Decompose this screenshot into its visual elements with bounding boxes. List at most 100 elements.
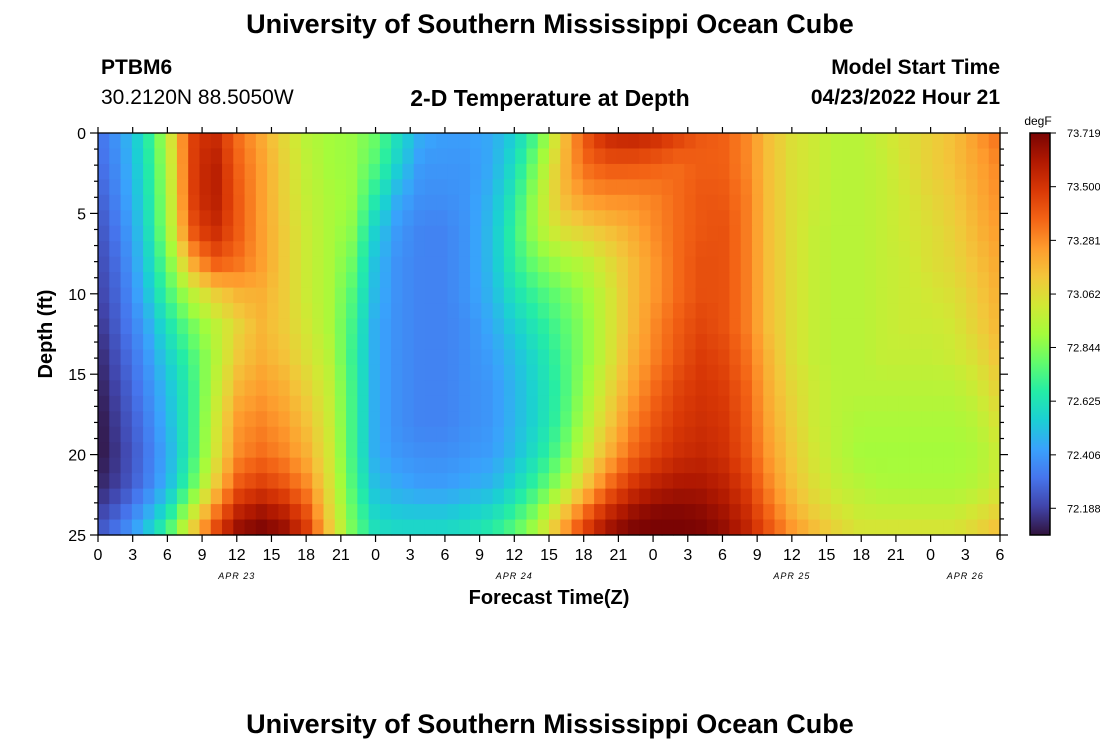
heatmap-cell [154, 148, 167, 165]
heatmap-cell [222, 519, 234, 536]
heatmap-cell [751, 163, 764, 180]
heatmap-cell [244, 241, 257, 258]
heatmap-cell [413, 473, 426, 490]
heatmap-cell [932, 179, 945, 196]
heatmap-cell [424, 426, 437, 443]
heatmap-cell [222, 194, 234, 211]
heatmap-cell [289, 163, 302, 180]
heatmap-cell [98, 442, 110, 459]
heatmap-cell [368, 272, 381, 289]
heatmap-cell [98, 163, 110, 180]
heatmap-cell [526, 287, 539, 304]
heatmap-cell [447, 349, 460, 366]
heatmap-cell [436, 473, 449, 490]
heatmap-cell [695, 334, 708, 351]
heatmap-cell [176, 380, 189, 397]
heatmap-cell [751, 318, 764, 335]
heatmap-cell [323, 210, 336, 227]
heatmap-cell [222, 318, 234, 335]
heatmap-cell [763, 163, 776, 180]
heatmap-cell [98, 148, 110, 165]
heatmap-cell [323, 241, 336, 258]
heatmap-cell [143, 256, 155, 273]
heatmap-cell [154, 380, 167, 397]
heatmap-cell [289, 225, 302, 242]
heatmap-cell [176, 349, 189, 366]
heatmap-cell [458, 349, 471, 366]
heatmap-cell [334, 210, 347, 227]
heatmap-cell [413, 349, 426, 366]
heatmap-cell [289, 426, 302, 443]
heatmap-cell [346, 256, 358, 273]
heatmap-cell [289, 148, 302, 165]
heatmap-cell [695, 473, 708, 490]
heatmap-cell [503, 426, 516, 443]
heatmap-cell [898, 380, 911, 397]
heatmap-cell [346, 225, 358, 242]
heatmap-cell [233, 303, 246, 320]
heatmap-cell [537, 256, 550, 273]
heatmap-cell [740, 349, 753, 366]
heatmap-cell [458, 272, 471, 289]
heatmap-cell [571, 256, 584, 273]
heatmap-cell [977, 364, 990, 381]
heatmap-cell [278, 148, 291, 165]
heatmap-cell [368, 411, 381, 428]
heatmap-cell [718, 287, 731, 304]
heatmap-cell [830, 225, 843, 242]
heatmap-cell [627, 133, 640, 150]
heatmap-cell [594, 473, 606, 490]
heatmap-cell [797, 426, 809, 443]
heatmap-cell [887, 519, 900, 536]
heatmap-cell [819, 225, 832, 242]
heatmap-cell [526, 303, 539, 320]
heatmap-cell [842, 411, 855, 428]
heatmap-cell [357, 504, 370, 521]
heatmap-cell [887, 148, 900, 165]
heatmap-cell [458, 519, 471, 536]
heatmap-cell [98, 488, 110, 505]
heatmap-cell [143, 148, 155, 165]
heatmap-cell [357, 473, 370, 490]
heatmap-cell [154, 488, 167, 505]
heatmap-cell [582, 256, 595, 273]
heatmap-cell [278, 256, 291, 273]
heatmap-cell [842, 148, 855, 165]
heatmap-cell [222, 334, 234, 351]
heatmap-cell [988, 272, 1001, 289]
heatmap-cell [165, 194, 178, 211]
heatmap-cell [909, 411, 922, 428]
heatmap-cell [515, 148, 528, 165]
heatmap-cell [188, 287, 201, 304]
heatmap-cell [188, 241, 201, 258]
heatmap-cell [549, 148, 561, 165]
heatmap-cell [120, 426, 133, 443]
heatmap-cell [436, 210, 449, 227]
heatmap-cell [199, 303, 212, 320]
heatmap-cell [458, 225, 471, 242]
heatmap-cell [954, 303, 967, 320]
heatmap-cell [300, 442, 313, 459]
heatmap-cell [323, 380, 336, 397]
heatmap-cell [808, 426, 821, 443]
heatmap-cell [154, 349, 167, 366]
heatmap-cell [357, 426, 370, 443]
heatmap-cell [334, 194, 347, 211]
heatmap-cell [661, 256, 674, 273]
heatmap-cell [943, 148, 956, 165]
heatmap-cell [188, 380, 201, 397]
heatmap-cell [751, 272, 764, 289]
heatmap-cell [977, 426, 990, 443]
heatmap-cell [549, 163, 561, 180]
heatmap-cell [932, 334, 945, 351]
heatmap-cell [751, 256, 764, 273]
heatmap-cell [751, 426, 764, 443]
heatmap-cell [312, 504, 325, 521]
heatmap-cell [447, 473, 460, 490]
heatmap-cell [706, 349, 719, 366]
heatmap-cell [391, 148, 404, 165]
heatmap-cell [582, 318, 595, 335]
heatmap-cell [943, 411, 956, 428]
heatmap-cell [379, 334, 392, 351]
heatmap-cell [120, 442, 133, 459]
